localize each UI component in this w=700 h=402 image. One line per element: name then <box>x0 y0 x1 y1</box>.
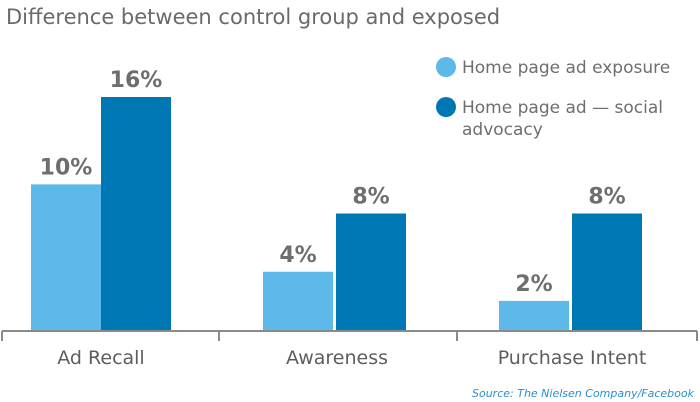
data-label: 8% <box>588 185 625 210</box>
data-label: 16% <box>110 68 163 93</box>
source-note: Source: The Nielsen Company/Facebook <box>472 387 695 400</box>
bar-social-advocacy <box>336 213 406 330</box>
category-label: Purchase Intent <box>498 347 647 369</box>
category-label: Awareness <box>286 347 388 369</box>
legend-label: advocacy <box>462 120 543 140</box>
chart-title: Difference between control group and exp… <box>6 5 500 29</box>
legend-label: Home page ad exposure <box>462 58 670 78</box>
bar-exposure <box>263 271 333 330</box>
data-label: 4% <box>279 243 316 268</box>
legend-swatch <box>436 57 456 77</box>
data-label: 8% <box>352 185 389 210</box>
bar-social-advocacy <box>101 97 171 330</box>
data-label: 10% <box>40 155 93 180</box>
data-label: 2% <box>515 272 552 297</box>
bar-exposure <box>499 300 569 330</box>
bar-exposure <box>31 184 101 330</box>
legend-swatch <box>436 97 456 117</box>
legend-label: Home page ad — social <box>462 98 663 118</box>
bar-social-advocacy <box>572 213 642 330</box>
category-label: Ad Recall <box>57 347 144 369</box>
